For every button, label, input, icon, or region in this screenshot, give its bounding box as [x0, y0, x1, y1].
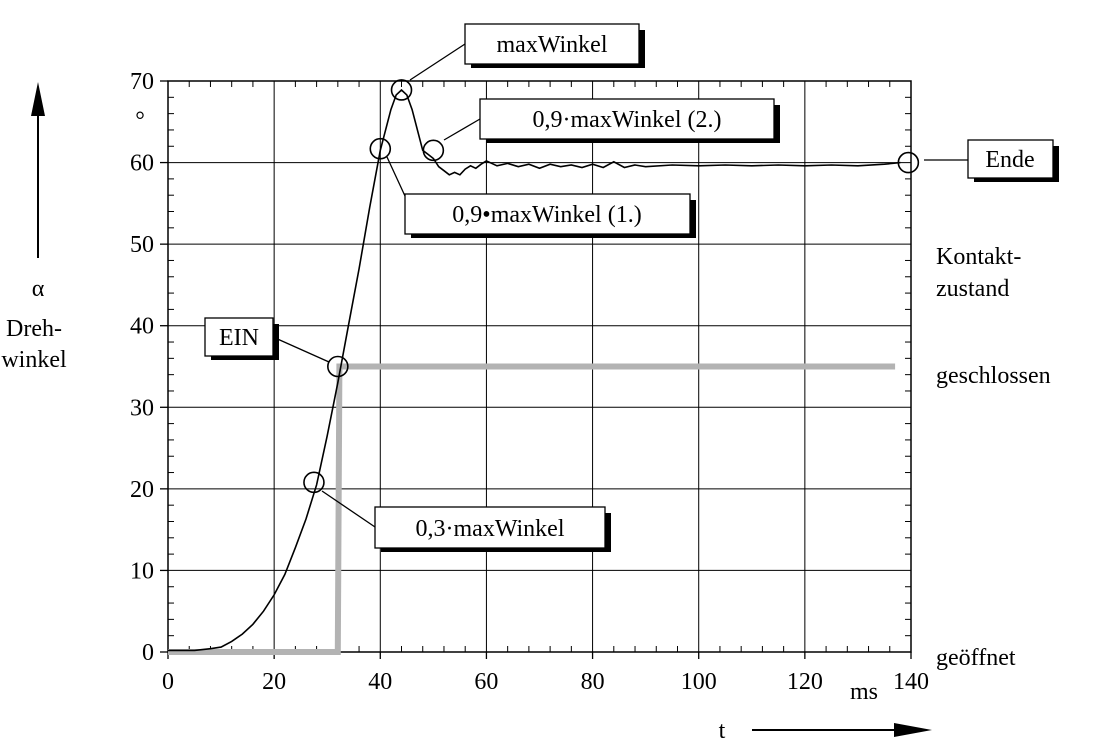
annotation-09-1-text: 0,9•maxWinkel (1.)	[452, 202, 641, 228]
annotation-03-text: 0,3·maxWinkel	[416, 516, 565, 542]
annotation-ein: EIN	[204, 317, 279, 360]
y-axis-unit: °	[135, 108, 145, 134]
x-tick-label: 60	[474, 669, 498, 695]
x-tick-label: 40	[368, 669, 392, 695]
y-axis-label-line1: Dreh-	[6, 316, 62, 342]
y-tick-label: 10	[130, 558, 154, 584]
x-tick-label: 20	[262, 669, 286, 695]
leader-03	[321, 490, 376, 528]
plot-frame	[167, 80, 912, 653]
annotation-ein-text: EIN	[219, 325, 259, 351]
series-contact-state	[168, 363, 896, 655]
minor-ticks	[168, 81, 911, 652]
marker-m09a	[369, 137, 392, 160]
annotation-ende-text: Ende	[985, 147, 1034, 173]
y-tick-label: 50	[130, 232, 154, 258]
y-tick-label: 70	[130, 69, 154, 95]
y-axis-arrow-head	[31, 82, 45, 116]
markers	[303, 79, 920, 494]
marker-mmax	[390, 79, 413, 101]
y-tick-label: 20	[130, 477, 154, 503]
y-tick-label: 40	[130, 314, 154, 340]
annotation-ende: Ende	[967, 139, 1059, 182]
leader-maxwinkel	[409, 43, 466, 81]
x-tick-label: 120	[787, 669, 823, 695]
marker-m03	[303, 471, 325, 494]
series-rotation-angle	[168, 88, 901, 652]
x-tick-label: 80	[581, 669, 605, 695]
contact-label-line2: zustand	[936, 276, 1009, 302]
y-tick-labels: 0 10 20 30 40 50 60 70	[130, 69, 154, 666]
annotation-09-2-text: 0,9·maxWinkel (2.)	[533, 107, 722, 133]
contact-label-line1: Kontakt-	[936, 244, 1021, 270]
y-axis-symbol: α	[32, 276, 45, 302]
annotation-maxwinkel-text: maxWinkel	[497, 32, 608, 58]
leader-09-1	[386, 156, 406, 197]
x-tick-labels: 0 20 40 60 80 100 120 140	[162, 669, 929, 695]
x-axis-arrow-head	[894, 723, 932, 737]
marker-mend	[897, 151, 920, 174]
annotation-09-1: 0,9•maxWinkel (1.)	[404, 193, 696, 238]
leader-ein	[272, 336, 330, 363]
y-tick-label: 0	[142, 640, 154, 666]
x-tick-label: 140	[893, 669, 929, 695]
x-axis-symbol: t	[719, 718, 726, 744]
contact-state-open: geöffnet	[936, 645, 1016, 671]
x-axis-unit: ms	[850, 679, 878, 705]
y-axis-label-line2: winkel	[1, 347, 67, 373]
y-tick-label: 60	[130, 151, 154, 177]
x-tick-label: 100	[681, 669, 717, 695]
marker-m09b	[422, 139, 445, 162]
annotation-09-2: 0,9·maxWinkel (2.)	[479, 98, 780, 143]
annotation-03: 0,3·maxWinkel	[374, 506, 611, 552]
marker-mein	[327, 355, 349, 378]
y-tick-label: 30	[130, 395, 154, 421]
annotation-maxwinkel: maxWinkel	[464, 23, 645, 68]
contact-state-closed: geschlossen	[936, 363, 1051, 389]
leader-09-2	[443, 118, 481, 141]
x-tick-label: 0	[162, 669, 174, 695]
grid	[160, 80, 912, 659]
